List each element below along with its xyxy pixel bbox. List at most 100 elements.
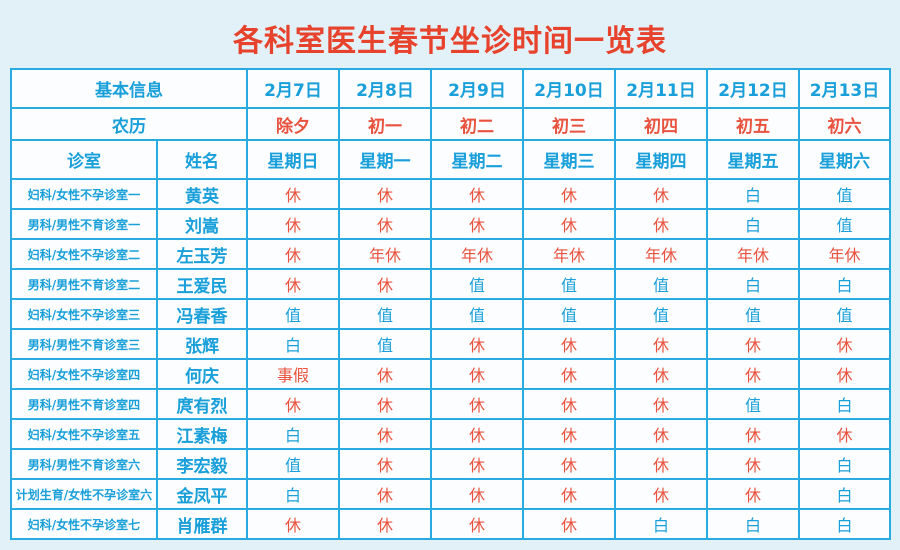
schedule-cell: 休 [522, 448, 616, 480]
schedule-cell: 休 [338, 388, 432, 420]
schedule-table: 基本信息 2月7日 2月8日 2月9日 2月10日 2月11日 2月12日 2月… [10, 68, 891, 540]
schedule-cell: 休 [706, 418, 800, 450]
date-header-5: 2月11日 [614, 68, 708, 109]
schedule-cell: 休 [522, 208, 616, 240]
table-row: 妇科/女性不孕诊室七 肖雁群休休休休白白白 [10, 508, 891, 540]
schedule-cell: 白 [706, 178, 800, 210]
schedule-cell: 值 [798, 178, 891, 210]
schedule-cell: 值 [522, 298, 616, 330]
schedule-cell: 白 [246, 418, 340, 450]
weekday-header-3: 星期二 [430, 139, 524, 180]
schedule-cell: 年休 [430, 238, 524, 270]
weekday-header-5: 星期四 [614, 139, 708, 180]
schedule-cell: 休 [522, 508, 616, 540]
lunar-day-3: 初二 [430, 107, 524, 141]
doctor-name-cell: 左玉芳 [156, 238, 248, 270]
schedule-cell: 休 [706, 358, 800, 390]
weekday-header-2: 星期一 [338, 139, 432, 180]
schedule-cell: 年休 [522, 238, 616, 270]
schedule-cell: 值 [614, 298, 708, 330]
lunar-day-6: 初五 [706, 107, 800, 141]
schedule-cell: 休 [338, 478, 432, 510]
room-cell: 计划生育/女性不孕诊室六 [10, 478, 158, 510]
schedule-cell: 休 [338, 418, 432, 450]
table-row: 男科/男性不育诊室三 张辉白值休休休休休 [10, 328, 891, 360]
schedule-cell: 休 [614, 388, 708, 420]
schedule-cell: 事假 [246, 358, 340, 390]
doctor-name-cell: 李宏毅 [156, 448, 248, 480]
schedule-cell: 休 [522, 418, 616, 450]
table-row: 计划生育/女性不孕诊室六 金凤平白休休休休休白 [10, 478, 891, 510]
table-row: 妇科/女性不孕诊室四 何庆 事假休休休休休休 [10, 358, 891, 390]
lunar-day-7: 初六 [798, 107, 891, 141]
room-cell: 男科/男性不育诊室二 [10, 268, 158, 300]
table-row: 男科/男性不育诊室二 王爱民休休值值值白白 [10, 268, 891, 300]
schedule-cell: 休 [430, 508, 524, 540]
doctor-name-cell: 张辉 [156, 328, 248, 360]
schedule-cell: 年休 [798, 238, 891, 270]
doctor-name-cell: 江素梅 [156, 418, 248, 450]
schedule-cell: 值 [430, 298, 524, 330]
table-row: 妇科/女性不孕诊室一 黄英休休休休休白值 [10, 178, 891, 210]
schedule-cell: 休 [430, 358, 524, 390]
schedule-cell: 休 [522, 178, 616, 210]
schedule-cell: 休 [246, 388, 340, 420]
table-row: 妇科/女性不孕诊室二 左玉芳休年休 年休 年休 年休 年休 年休 [10, 238, 891, 270]
room-cell: 男科/男性不育诊室三 [10, 328, 158, 360]
schedule-cell: 休 [522, 388, 616, 420]
schedule-cell: 休 [706, 478, 800, 510]
name-column-header: 姓名 [156, 139, 248, 180]
schedule-cell: 休 [246, 268, 340, 300]
schedule-cell: 休 [246, 178, 340, 210]
doctor-name-cell: 何庆 [156, 358, 248, 390]
weekday-header-7: 星期六 [798, 139, 891, 180]
room-cell: 男科/男性不育诊室一 [10, 208, 158, 240]
schedule-cell: 年休 [614, 238, 708, 270]
schedule-cell: 值 [430, 268, 524, 300]
schedule-cell: 年休 [706, 238, 800, 270]
weekday-header-6: 星期五 [706, 139, 800, 180]
schedule-cell: 休 [430, 208, 524, 240]
schedule-cell: 休 [614, 448, 708, 480]
schedule-cell: 休 [522, 328, 616, 360]
schedule-cell: 休 [338, 508, 432, 540]
weekday-header-1: 星期日 [246, 139, 340, 180]
schedule-cell: 休 [614, 328, 708, 360]
date-header-1: 2月7日 [246, 68, 340, 109]
table-row: 男科/男性不育诊室六 李宏毅值休休休休休白 [10, 448, 891, 480]
table-row: 男科/男性不育诊室一 刘嵩休休休休休白值 [10, 208, 891, 240]
table-row: 妇科/女性不孕诊室三 冯春香值值值值值值值 [10, 298, 891, 330]
schedule-cell: 休 [614, 358, 708, 390]
schedule-cell: 休 [246, 208, 340, 240]
basic-info-header: 基本信息 [10, 68, 248, 109]
schedule-cell: 白 [798, 448, 891, 480]
lunar-header-row: 农历 除夕 初一 初二 初三 初四 初五 初六 [10, 107, 891, 141]
schedule-cell: 值 [338, 328, 432, 360]
schedule-cell: 值 [706, 388, 800, 420]
room-cell: 男科/男性不育诊室六 [10, 448, 158, 480]
doctor-name-cell: 庹有烈 [156, 388, 248, 420]
schedule-cell: 白 [706, 508, 800, 540]
room-cell: 妇科/女性不孕诊室四 [10, 358, 158, 390]
schedule-cell: 休 [430, 478, 524, 510]
schedule-cell: 休 [614, 418, 708, 450]
room-cell: 妇科/女性不孕诊室七 [10, 508, 158, 540]
schedule-cell: 休 [430, 328, 524, 360]
schedule-cell: 休 [614, 478, 708, 510]
schedule-cell: 值 [798, 298, 891, 330]
schedule-cell: 休 [706, 328, 800, 360]
schedule-cell: 值 [706, 298, 800, 330]
schedule-cell: 休 [614, 178, 708, 210]
schedule-cell: 白 [798, 388, 891, 420]
room-column-header: 诊室 [10, 139, 158, 180]
lunar-day-1: 除夕 [246, 107, 340, 141]
lunar-label: 农历 [10, 107, 248, 141]
date-header-7: 2月13日 [798, 68, 891, 109]
schedule-body: 妇科/女性不孕诊室一 黄英休休休休休白值男科/男性不育诊室一 刘嵩休休休休休白值妇科… [10, 178, 891, 540]
date-header-4: 2月10日 [522, 68, 616, 109]
schedule-cell: 休 [798, 328, 891, 360]
schedule-cell: 值 [798, 208, 891, 240]
table-row: 妇科/女性不孕诊室五 江素梅白休休休休休休 [10, 418, 891, 450]
date-header-3: 2月9日 [430, 68, 524, 109]
page-title: 各科室医生春节坐诊时间一览表 [233, 24, 667, 59]
